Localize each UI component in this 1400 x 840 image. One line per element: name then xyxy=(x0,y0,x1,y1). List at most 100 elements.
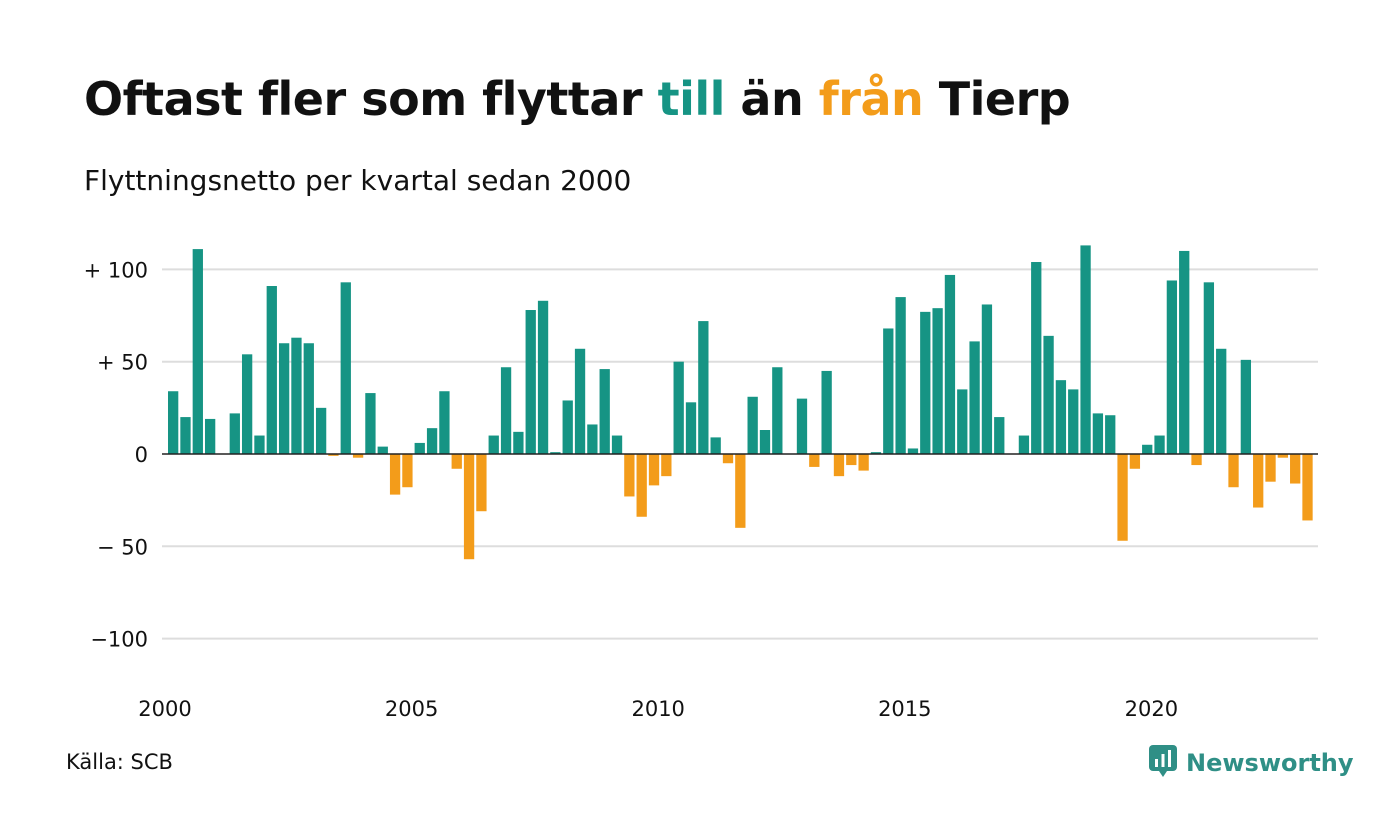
chart-title: Oftast fler som flyttar till än från Tie… xyxy=(84,72,1071,126)
bar xyxy=(636,454,647,517)
bar xyxy=(254,435,265,454)
bar xyxy=(192,249,203,454)
bar xyxy=(229,413,240,454)
x-tick-label: 2020 xyxy=(1125,697,1178,721)
bar xyxy=(994,417,1005,454)
bar xyxy=(1068,389,1079,454)
bar xyxy=(439,391,450,454)
brand: Newsworthy xyxy=(1148,744,1354,782)
bar xyxy=(883,328,894,454)
bar xyxy=(932,308,943,454)
bar xyxy=(722,454,734,464)
bar xyxy=(328,454,339,456)
bar xyxy=(1117,454,1128,541)
bar xyxy=(1191,454,1202,466)
bar xyxy=(291,337,302,454)
bar xyxy=(772,367,783,454)
bar-chart: + 100 + 50 0 − 50 −100 2000 2005 2010 2015 2020 xyxy=(84,245,1318,721)
bar xyxy=(315,407,327,454)
title-fran: från xyxy=(818,72,924,126)
bar xyxy=(957,389,968,454)
bar xyxy=(550,452,561,454)
bar xyxy=(537,300,549,454)
bar xyxy=(414,442,425,454)
bar xyxy=(1154,435,1165,454)
bar xyxy=(340,282,351,454)
y-tick-label: −100 xyxy=(90,628,148,652)
bar xyxy=(278,343,290,454)
bar xyxy=(463,454,475,560)
bar xyxy=(525,310,536,454)
x-tick-label: 2005 xyxy=(385,697,438,721)
title-till: till xyxy=(657,72,726,126)
bar xyxy=(920,311,931,454)
bar xyxy=(1228,454,1239,488)
bar xyxy=(710,437,721,454)
bar xyxy=(895,297,906,454)
bar xyxy=(809,454,820,467)
bar xyxy=(1142,444,1153,454)
x-tick-label: 2010 xyxy=(631,697,684,721)
bar xyxy=(685,402,697,454)
bar xyxy=(858,454,869,471)
y-tick-label: + 50 xyxy=(97,351,148,375)
bar xyxy=(907,448,919,454)
bar xyxy=(735,454,746,528)
bar xyxy=(352,454,364,458)
bar xyxy=(1166,280,1178,454)
bar xyxy=(1105,415,1116,454)
title-mid: än xyxy=(724,72,819,126)
bar xyxy=(168,391,179,454)
bar xyxy=(500,367,512,454)
bar xyxy=(266,286,277,454)
bar xyxy=(365,393,376,454)
title-post: Tierp xyxy=(923,72,1071,126)
bar xyxy=(377,446,388,454)
bar xyxy=(673,361,684,454)
bar xyxy=(1031,262,1042,454)
newsworthy-logo-icon xyxy=(1148,744,1178,782)
bar xyxy=(846,454,857,466)
bar xyxy=(981,304,993,454)
bar xyxy=(476,454,487,512)
y-tick-label: − 50 xyxy=(97,535,148,559)
bar xyxy=(1203,282,1215,454)
bar xyxy=(241,354,253,454)
bar xyxy=(513,431,524,454)
y-tick-label: 0 xyxy=(135,443,148,467)
bar xyxy=(1092,413,1104,454)
bar xyxy=(944,274,956,454)
bar xyxy=(599,369,610,454)
bar xyxy=(303,343,314,454)
bar xyxy=(759,430,771,454)
bar xyxy=(1240,359,1252,454)
bar xyxy=(587,424,598,454)
chart-subtitle: Flyttningsnetto per kvartal sedan 2000 xyxy=(84,164,632,197)
bar xyxy=(1043,335,1054,454)
bar xyxy=(204,418,216,454)
bar xyxy=(1018,435,1030,454)
bar xyxy=(426,428,438,454)
bar xyxy=(698,321,709,454)
bar xyxy=(870,452,882,454)
bar xyxy=(1179,250,1190,454)
bar xyxy=(796,398,808,454)
bar xyxy=(1129,454,1141,469)
bar xyxy=(661,454,672,477)
bar xyxy=(1265,454,1276,482)
bar xyxy=(1216,348,1227,454)
bar xyxy=(1253,454,1264,508)
bar xyxy=(180,417,191,454)
bar xyxy=(611,435,623,454)
bar xyxy=(747,396,758,454)
bar xyxy=(389,454,401,495)
bar xyxy=(624,454,635,497)
bar xyxy=(402,454,413,488)
bar xyxy=(1055,380,1067,454)
source-note: Källa: SCB xyxy=(66,750,173,774)
y-tick-label: + 100 xyxy=(84,258,148,282)
bar xyxy=(451,454,462,469)
brand-name: Newsworthy xyxy=(1186,749,1354,777)
bar xyxy=(833,454,845,477)
bar xyxy=(562,400,573,454)
